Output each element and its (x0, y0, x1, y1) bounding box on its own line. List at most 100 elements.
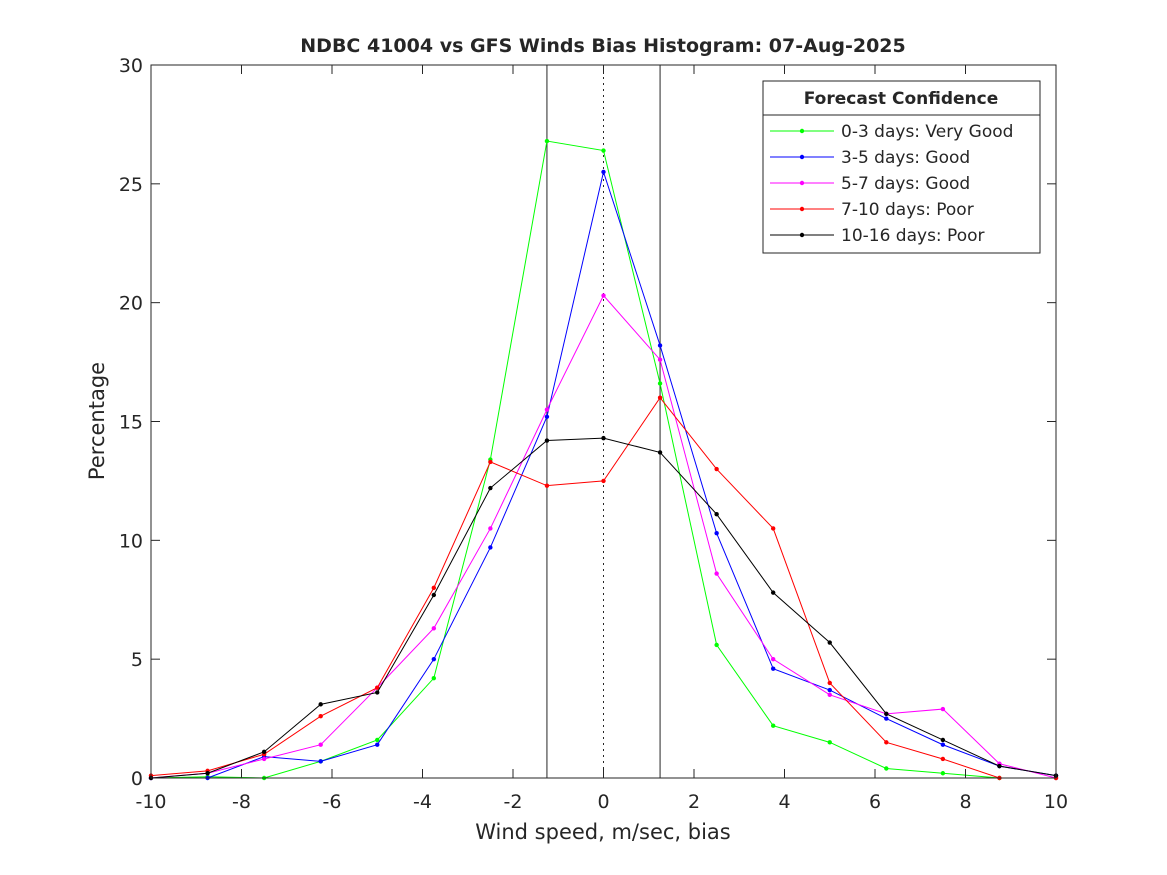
data-point (770, 666, 776, 671)
legend-swatch-marker (799, 180, 805, 186)
x-tick-label: 10 (1044, 791, 1068, 813)
data-point (431, 675, 437, 681)
data-point (601, 435, 606, 441)
legend: Forecast Confidence 0-3 days: Very Good 3… (762, 80, 1041, 254)
data-point (601, 148, 606, 153)
legend-item-4: 10-16 days: Poor (770, 226, 985, 246)
legend-item-label: 7-10 days: Poor (841, 200, 974, 220)
data-point (770, 526, 776, 531)
data-point (657, 395, 663, 400)
legend-item-3: 7-10 days: Poor (770, 200, 974, 220)
data-point (544, 438, 550, 443)
data-point (431, 585, 437, 591)
series-4 (148, 435, 1059, 781)
x-tick-label: 6 (869, 791, 881, 813)
data-point (318, 714, 323, 719)
data-point (261, 756, 267, 762)
y-tick-label: 15 (119, 412, 143, 434)
legend-box (762, 80, 1041, 254)
data-point (318, 702, 323, 707)
y-tick-label: 30 (119, 55, 143, 77)
legend-swatch-marker (799, 232, 805, 238)
data-point (940, 706, 946, 712)
y-tick-label: 10 (119, 530, 143, 552)
legend-swatch-marker (799, 154, 805, 160)
data-point (544, 483, 550, 488)
legend-swatch-marker (799, 128, 805, 134)
reference-lines (546, 65, 661, 778)
y-tick-label: 5 (131, 649, 143, 671)
legend-item-label: 10-16 days: Poor (841, 226, 985, 246)
data-point (884, 740, 889, 745)
x-tick-label: -6 (323, 791, 342, 813)
data-point (827, 640, 832, 645)
data-point (770, 723, 776, 728)
y-tick-label: 25 (119, 174, 143, 196)
data-point (940, 742, 946, 747)
data-point (431, 656, 437, 662)
data-point (488, 545, 493, 550)
data-point (488, 485, 493, 491)
legend-title: Forecast Confidence (804, 89, 999, 109)
x-tick-label: 8 (959, 791, 971, 813)
data-point (657, 450, 663, 455)
data-point (827, 687, 832, 693)
x-tick-label: -8 (232, 791, 251, 813)
data-point (884, 711, 889, 717)
legend-item-1: 3-5 days: Good (770, 148, 970, 168)
data-point (205, 771, 210, 776)
data-point (431, 592, 437, 598)
series-layer (148, 138, 1059, 781)
data-point (375, 690, 380, 695)
data-point (544, 407, 550, 412)
data-point (488, 526, 493, 531)
data-point (657, 357, 663, 362)
x-tick-label: -10 (135, 791, 166, 813)
data-point (318, 759, 323, 764)
x-tick-label: -4 (413, 791, 432, 813)
data-point (827, 680, 832, 686)
data-point (261, 749, 267, 755)
legend-item-label: 3-5 days: Good (841, 148, 970, 168)
data-point (827, 692, 832, 698)
data-point (544, 414, 550, 419)
data-point (601, 478, 606, 484)
data-point (657, 381, 663, 386)
axis-ticks (150, 64, 1057, 779)
y-axis-tick-labels: 0 5 10 15 20 25 30 (119, 55, 143, 790)
y-axis-label: Percentage (85, 362, 109, 480)
chart-title: NDBC 41004 vs GFS Winds Bias Histogram: … (300, 35, 905, 57)
data-point (940, 771, 946, 776)
data-point (318, 742, 323, 747)
data-point (884, 716, 889, 721)
x-tick-label: 0 (597, 791, 609, 813)
data-point (488, 459, 493, 465)
data-point (375, 742, 380, 747)
x-axis-label: Wind speed, m/sec, bias (475, 820, 731, 844)
data-point (714, 571, 719, 576)
data-point (770, 590, 776, 595)
y-tick-label: 20 (119, 293, 143, 315)
data-point (884, 766, 889, 771)
data-point (714, 531, 719, 536)
data-point (940, 737, 946, 743)
data-point (770, 656, 776, 662)
data-point (601, 293, 606, 298)
data-point (714, 466, 719, 472)
x-tick-label: -2 (504, 791, 523, 813)
data-point (601, 169, 606, 175)
series-1 (148, 169, 1059, 781)
data-point (997, 763, 1002, 769)
legend-items: 0-3 days: Very Good 3-5 days: Good 5-7 day… (770, 122, 1013, 246)
data-point (714, 642, 719, 648)
data-point (375, 737, 380, 743)
legend-item-label: 5-7 days: Good (841, 174, 970, 194)
legend-item-0: 0-3 days: Very Good (770, 122, 1013, 142)
x-axis-tick-labels: -10 -8 -6 -4 -2 0 2 4 6 8 10 (135, 791, 1068, 813)
legend-item-label: 0-3 days: Very Good (841, 122, 1013, 142)
data-point (657, 343, 663, 348)
y-tick-label: 0 (131, 768, 143, 790)
x-tick-label: 2 (688, 791, 700, 813)
data-point (375, 685, 380, 690)
